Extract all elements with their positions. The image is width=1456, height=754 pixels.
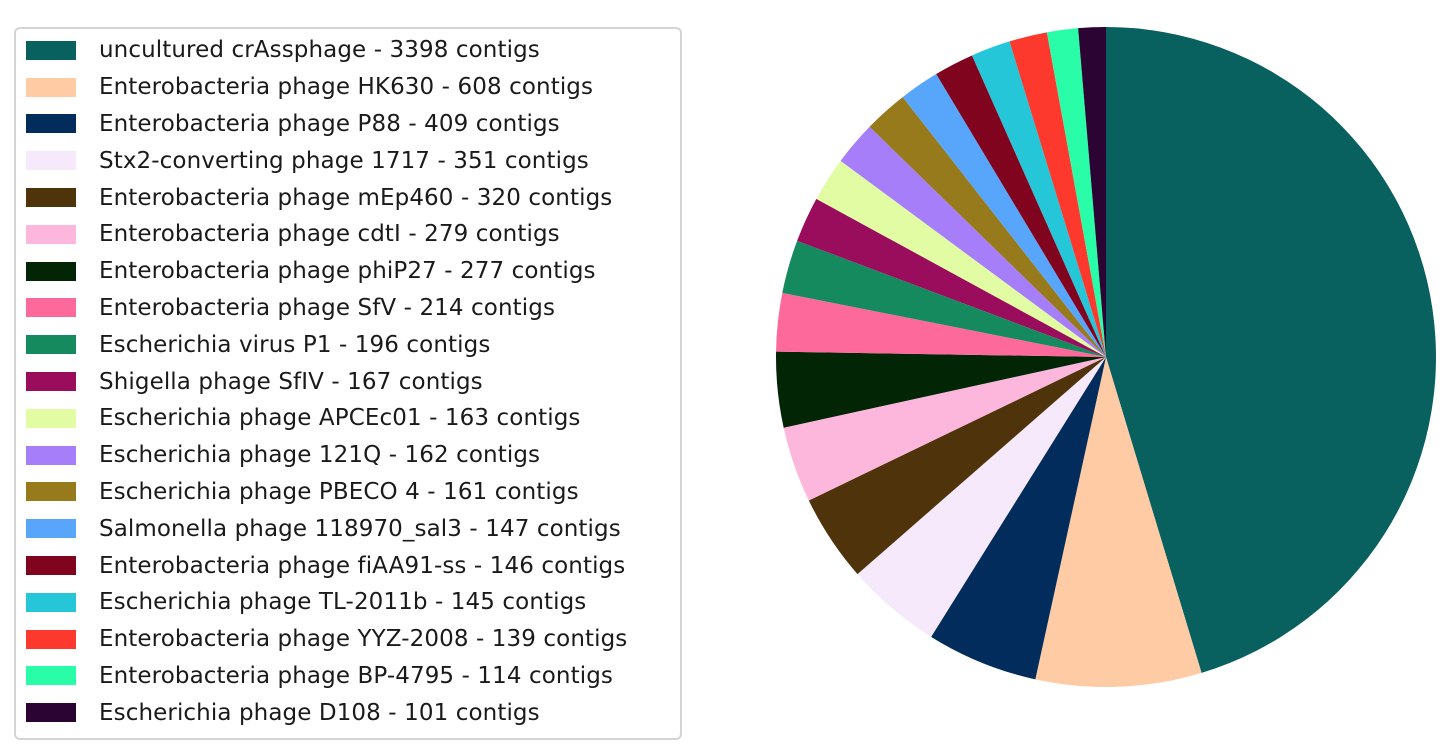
pie-slice <box>783 357 1106 501</box>
pie-slice <box>808 357 1106 575</box>
legend-label: Enterobacteria phage mEp460 - 320 contig… <box>99 184 613 211</box>
pie-slice <box>1106 27 1436 673</box>
pie-slice <box>782 240 1106 357</box>
legend-item: Enterobacteria phage YYZ-2008 - 139 cont… <box>26 621 680 658</box>
pie-slice <box>776 292 1106 357</box>
legend-label: Enterobacteria phage cdtI - 279 contigs <box>99 221 560 248</box>
legend-swatch <box>26 482 76 502</box>
legend-swatch <box>26 151 76 171</box>
legend-item: Enterobacteria phage SfV - 214 contigs <box>26 290 680 327</box>
legend-label: Escherichia phage APCEc01 - 163 contigs <box>99 405 581 432</box>
legend-swatch <box>26 408 76 428</box>
legend-label: Shigella phage SfIV - 167 contigs <box>99 368 483 395</box>
legend-swatch <box>26 298 76 318</box>
legend-item: Escherichia phage TL-2011b - 145 contigs <box>26 584 680 621</box>
legend-label: Enterobacteria phage HK630 - 608 contigs <box>99 74 594 101</box>
pie-slice <box>775 351 1106 428</box>
legend-item: Escherichia phage PBECO 4 - 161 contigs <box>26 474 680 511</box>
pie-slice <box>816 160 1106 357</box>
legend-item: Enterobacteria phage BP-4795 - 114 conti… <box>26 658 680 695</box>
pie-slice <box>857 357 1106 637</box>
pie-slice <box>936 55 1106 357</box>
legend-label: Enterobacteria phage P88 - 409 contigs <box>99 110 560 137</box>
legend-swatch <box>26 519 76 539</box>
legend-item: Escherichia phage APCEc01 - 163 contigs <box>26 400 680 437</box>
legend-label: Enterobacteria phage YYZ-2008 - 139 cont… <box>99 626 628 653</box>
legend-label: Enterobacteria phage fiAA91-ss - 146 con… <box>99 552 626 579</box>
legend-item: Escherichia virus P1 - 196 contigs <box>26 326 680 363</box>
legend-item: Enterobacteria phage cdtI - 279 contigs <box>26 216 680 253</box>
legend-item: Salmonella phage 118970_sal3 - 147 conti… <box>26 510 680 547</box>
legend-label: Escherichia phage 121Q - 162 contigs <box>99 442 541 469</box>
legend-item: Enterobacteria phage P88 - 409 contigs <box>26 106 680 143</box>
legend-swatch <box>26 629 76 649</box>
legend-item: Enterobacteria phage fiAA91-ss - 146 con… <box>26 547 680 584</box>
pie-slice <box>1078 27 1106 357</box>
legend-item: Stx2-converting phage 1717 - 351 contigs <box>26 142 680 179</box>
legend-item: uncultured crAssphage - 3398 contigs <box>26 32 680 69</box>
pie-slice <box>1046 28 1106 358</box>
pie-slice <box>902 74 1106 358</box>
legend-label: Stx2-converting phage 1717 - 351 contigs <box>99 147 589 174</box>
legend-swatch <box>26 77 76 97</box>
pie-slice <box>1035 357 1202 688</box>
legend-label: Salmonella phage 118970_sal3 - 147 conti… <box>99 515 621 542</box>
pie-slice <box>840 126 1106 357</box>
legend-item: Enterobacteria phage mEp460 - 320 contig… <box>26 179 680 216</box>
legend-label: uncultured crAssphage - 3398 contigs <box>99 37 540 64</box>
legend-item: Enterobacteria phage HK630 - 608 contigs <box>26 69 680 106</box>
legend-label: Escherichia phage D108 - 101 contigs <box>99 699 540 726</box>
legend-swatch <box>26 188 76 208</box>
legend-swatch <box>26 114 76 134</box>
legend-item: Enterobacteria phage phiP27 - 277 contig… <box>26 253 680 290</box>
pie-slice <box>1009 32 1106 358</box>
chart-legend: uncultured crAssphage - 3398 contigs Ente… <box>14 27 682 740</box>
legend-label: Enterobacteria phage phiP27 - 277 contig… <box>99 258 596 285</box>
legend-swatch <box>26 372 76 392</box>
legend-label: Escherichia virus P1 - 196 contigs <box>99 331 491 358</box>
legend-swatch <box>26 261 76 281</box>
legend-swatch <box>26 445 76 465</box>
legend-item: Shigella phage SfIV - 167 contigs <box>26 363 680 400</box>
legend-label: Escherichia phage TL-2011b - 145 contigs <box>99 589 587 616</box>
legend-label: Enterobacteria phage SfV - 214 contigs <box>99 294 556 321</box>
pie-slice <box>971 41 1106 358</box>
legend-swatch <box>26 703 76 723</box>
pie-slice <box>931 357 1106 680</box>
legend-label: Enterobacteria phage BP-4795 - 114 conti… <box>99 662 613 689</box>
pie-slice <box>797 198 1106 357</box>
legend-swatch <box>26 556 76 576</box>
legend-swatch <box>26 40 76 60</box>
legend-swatch <box>26 335 76 355</box>
legend-item: Escherichia phage D108 - 101 contigs <box>26 694 680 731</box>
legend-label: Escherichia phage PBECO 4 - 161 contigs <box>99 478 579 505</box>
legend-item: Escherichia phage 121Q - 162 contigs <box>26 437 680 474</box>
legend-swatch <box>26 224 76 244</box>
legend-swatch <box>26 592 76 612</box>
pie-slice <box>869 97 1106 357</box>
legend-swatch <box>26 666 76 686</box>
